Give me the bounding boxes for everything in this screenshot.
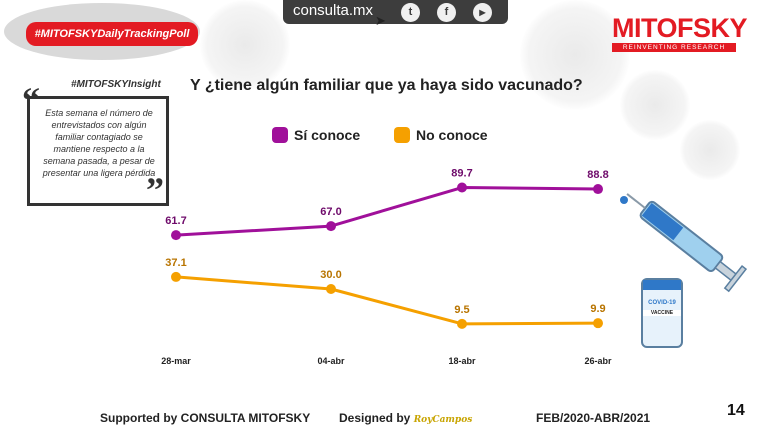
data-point-0-1 bbox=[326, 221, 336, 232]
data-label-1-3: 9.9 bbox=[590, 303, 605, 315]
data-label-1-1: 30.0 bbox=[320, 269, 341, 281]
x-tick-label: 04-abr bbox=[317, 356, 345, 366]
data-point-0-3 bbox=[593, 184, 603, 195]
designer-name: RoyCampos bbox=[413, 415, 473, 425]
designed-by-label: Designed by bbox=[339, 411, 411, 425]
legend-label-no: No conoce bbox=[416, 127, 488, 143]
x-tick-label: 26-abr bbox=[584, 356, 612, 366]
open-quote-icon: “ bbox=[22, 80, 40, 120]
legend-swatch-no bbox=[394, 127, 410, 143]
data-label-0-1: 67.0 bbox=[320, 206, 341, 218]
site-link[interactable]: consulta.mx bbox=[293, 2, 374, 19]
x-tick-label: 28-mar bbox=[161, 356, 191, 366]
series-line-1 bbox=[175, 275, 599, 326]
data-label-1-2: 9.5 bbox=[454, 304, 469, 316]
virus-decoration bbox=[680, 120, 740, 180]
close-quote-icon: ” bbox=[146, 170, 164, 210]
data-point-1-0 bbox=[171, 271, 181, 282]
virus-decoration bbox=[200, 0, 290, 90]
legend-label-si: Sí conoce bbox=[294, 127, 361, 143]
twitter-icon[interactable]: t bbox=[401, 3, 420, 22]
data-label-0-2: 89.7 bbox=[451, 168, 472, 180]
data-label-1-0: 37.1 bbox=[165, 257, 186, 269]
vial-label-top: COVID-19 bbox=[648, 300, 676, 306]
data-label-0-0: 61.7 bbox=[165, 215, 186, 227]
virus-decoration bbox=[620, 70, 690, 140]
legend-swatch-si bbox=[272, 127, 288, 143]
footer-period: FEB/2020-ABR/2021 bbox=[536, 411, 651, 425]
mitofsky-logo: MITOFSKY REINVENTING RESEARCH bbox=[612, 14, 748, 52]
page-number: 14 bbox=[727, 402, 745, 419]
virus-decoration bbox=[520, 0, 630, 110]
facebook-icon[interactable]: f bbox=[437, 3, 456, 22]
insight-title: #MITOFSKYInsight bbox=[71, 79, 161, 90]
x-tick-label: 18-abr bbox=[448, 356, 476, 366]
logo-tagline: REINVENTING RESEARCH bbox=[612, 43, 736, 52]
vaccine-vial: COVID-19 VACCINE bbox=[641, 278, 683, 348]
data-point-1-2 bbox=[457, 318, 467, 329]
footer-designed: Designed by RoyCampos bbox=[339, 411, 472, 425]
footer-supported: Supported by CONSULTA MITOFSKY bbox=[100, 411, 311, 425]
series-line-0 bbox=[175, 186, 599, 237]
top-bar: consulta.mx t f ▶ bbox=[283, 0, 508, 24]
data-point-1-3 bbox=[593, 318, 603, 329]
vaccine-illustration bbox=[620, 193, 748, 293]
vial-label-bottom: VACCINE bbox=[643, 310, 681, 316]
data-point-0-0 bbox=[171, 230, 181, 241]
poll-tag: #MITOFSKYDailyTrackingPoll bbox=[26, 22, 198, 46]
cursor-icon: ➤ bbox=[375, 13, 386, 28]
chart-title: Y ¿tiene algún familiar que ya haya sido… bbox=[190, 77, 583, 94]
data-point-1-1 bbox=[326, 284, 336, 294]
data-label-0-3: 88.8 bbox=[587, 169, 608, 181]
youtube-icon[interactable]: ▶ bbox=[473, 3, 492, 22]
data-point-0-2 bbox=[457, 182, 467, 193]
insight-text: Esta semana el número de entrevistados c… bbox=[42, 108, 156, 178]
logo-word: MITOFSKY bbox=[612, 13, 748, 43]
insight-box: Esta semana el número de entrevistados c… bbox=[27, 96, 169, 206]
